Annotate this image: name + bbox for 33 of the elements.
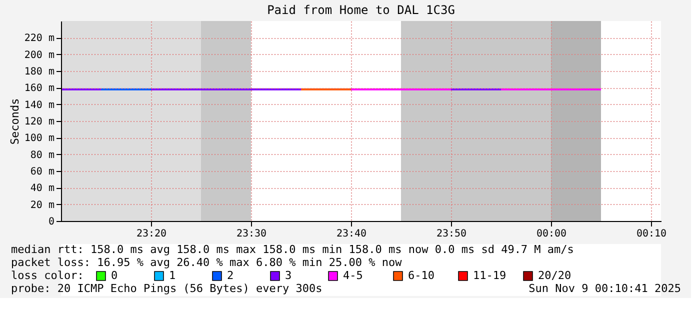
- y-tick-label: 120 m: [24, 116, 54, 128]
- y-tick-label: 20 m: [30, 200, 54, 211]
- y-tick-label: 0: [48, 216, 54, 228]
- y-tick-label: 180 m: [24, 66, 54, 78]
- y-tick-label: 100 m: [24, 133, 54, 144]
- x-tick-label: 00:10: [636, 228, 667, 240]
- x-tick-label: 23:30: [236, 228, 267, 240]
- x-tick-label: 23:40: [336, 228, 367, 240]
- text: Sun Nov 9 00:10:41 2025: [528, 282, 681, 295]
- chart-title: Paid from Home to DAL 1C3G: [267, 3, 455, 17]
- y-tick-label: 140 m: [24, 100, 54, 111]
- y-axis-title: Seconds: [8, 98, 22, 145]
- legend-label: 0: [111, 269, 118, 282]
- y-tick-label: 80 m: [30, 150, 54, 161]
- x-tick-label: 23:50: [436, 228, 467, 240]
- y-tick-label: 200 m: [24, 50, 54, 61]
- legend-label: 6-10: [408, 269, 434, 282]
- text: median rtt: 158.0 ms avg 158.0 ms max 158.0 ms min 158.0 ms now 0.0 ms sd 49.7 M am/s: [11, 243, 574, 256]
- text: packet loss: 16.95 % avg 26.40 % max 6.80 % min 25.00 % now: [11, 256, 402, 269]
- text: probe: 20 ICMP Echo Pings (56 Bytes) every 300s: [11, 282, 322, 295]
- legend-title: loss color:: [11, 269, 84, 282]
- x-tick-label: 00:00: [536, 228, 567, 240]
- y-tick-label: 160 m: [24, 83, 54, 94]
- legend-label: 1: [169, 269, 176, 282]
- y-tick-label: 40 m: [30, 183, 54, 194]
- legend-label: 20/20: [538, 269, 572, 282]
- y-tick-label: 60 m: [30, 166, 54, 178]
- legend-label: 2: [227, 269, 234, 282]
- x-tick-label: 23:20: [136, 228, 167, 240]
- y-tick-label: 220 m: [24, 33, 54, 44]
- legend-label: 11-19: [473, 269, 506, 282]
- legend-label: 3: [285, 269, 292, 282]
- legend-label: 4-5: [343, 269, 363, 282]
